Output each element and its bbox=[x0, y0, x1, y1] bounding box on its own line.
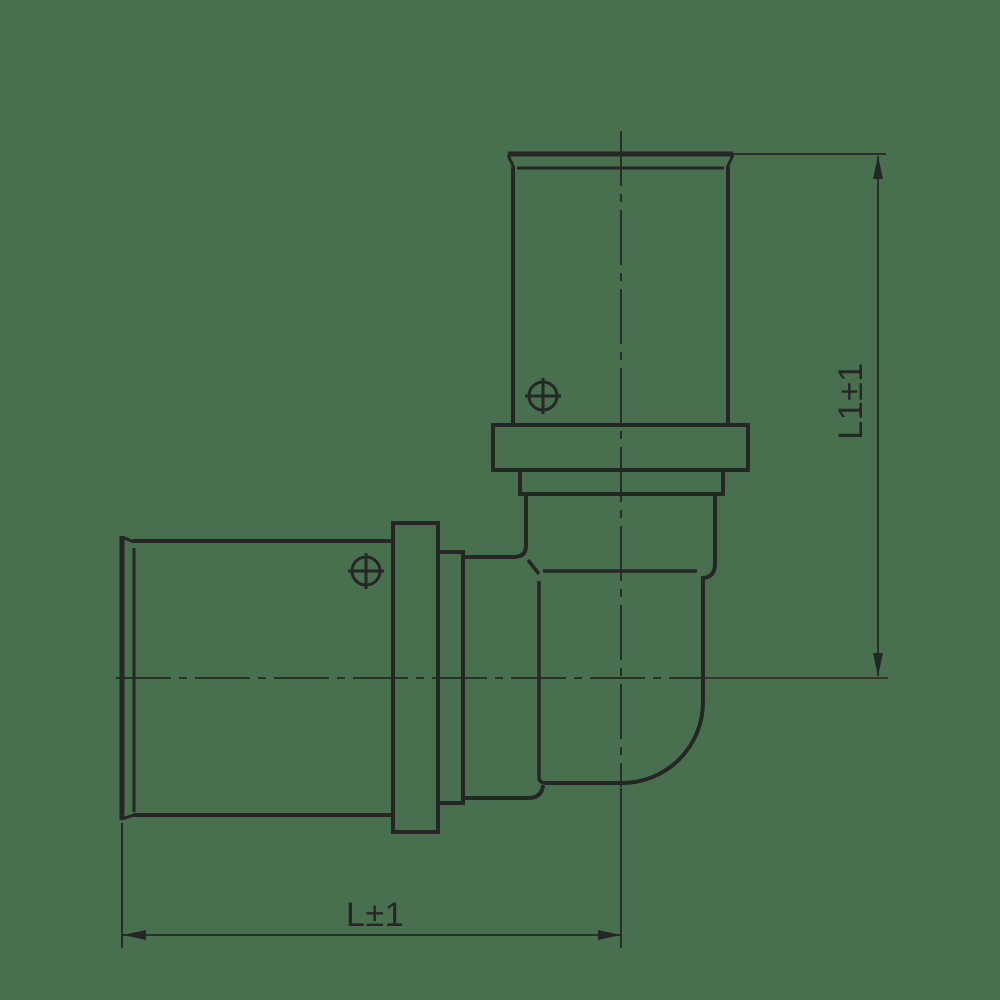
elbow-left-wall-to-socket-top bbox=[463, 494, 528, 559]
arrowhead-up-icon bbox=[873, 156, 883, 179]
sleeve-step-ring bbox=[436, 550, 465, 805]
sleeve-walls bbox=[511, 167, 730, 425]
elbow-shoulder-left-edge bbox=[537, 581, 547, 785]
arrowhead-right-icon bbox=[598, 930, 621, 940]
vertical-press-sleeve bbox=[491, 151, 750, 496]
sleeve-rim-slants bbox=[121, 535, 135, 821]
center-mark-icon bbox=[525, 378, 561, 414]
dimension-horizontal bbox=[121, 788, 622, 948]
arrowhead-left-icon bbox=[123, 930, 146, 940]
sleeve-walls bbox=[133, 539, 393, 817]
elbow-corner-chamfer-tick bbox=[526, 558, 541, 576]
vertical-dimension-label: L1±1 bbox=[832, 362, 870, 440]
horizontal-press-sleeve bbox=[119, 521, 465, 834]
elbow-right-wall-outer-radius-bottom bbox=[545, 494, 717, 785]
elbow-socket-bottom-edge bbox=[463, 784, 545, 800]
horizontal-dimension-label: L±1 bbox=[346, 896, 404, 934]
centerlines bbox=[116, 131, 701, 787]
dimension-vertical bbox=[703, 153, 888, 679]
center-mark-icon bbox=[348, 553, 384, 589]
sleeve-rim-slants bbox=[506, 154, 735, 169]
arrowhead-down-icon bbox=[873, 653, 883, 676]
sleeve-step-ring bbox=[518, 468, 725, 496]
elbow-body bbox=[463, 494, 717, 800]
